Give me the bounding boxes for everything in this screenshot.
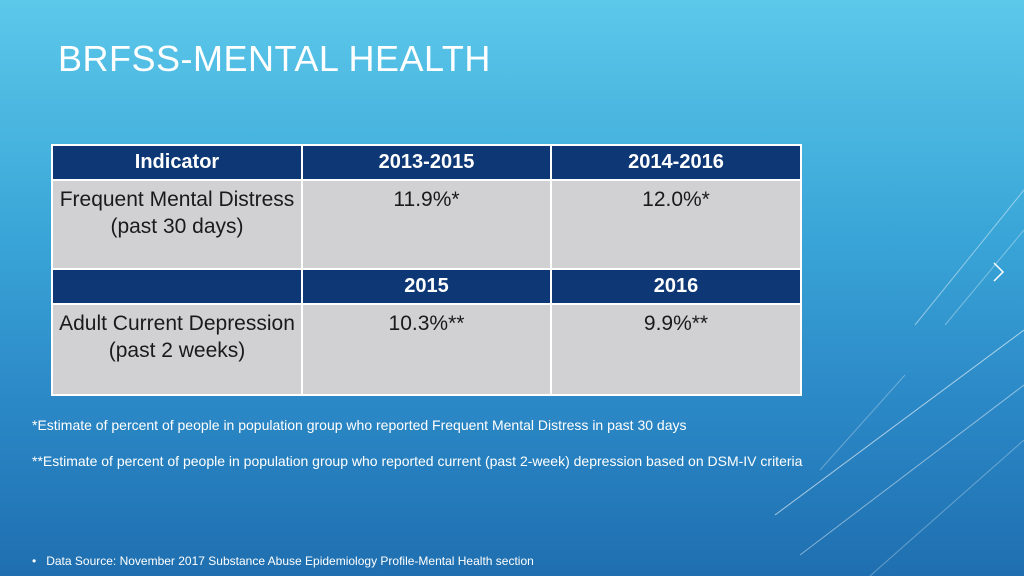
header-period-2: 2014-2016 (550, 144, 802, 181)
table-row: Adult Current Depression (past 2 weeks) … (51, 303, 802, 396)
indicator-cell: Adult Current Depression (past 2 weeks) (51, 303, 303, 396)
value-cell: 9.9%** (550, 303, 802, 396)
value-cell: 12.0%* (550, 179, 802, 270)
footnote-1: *Estimate of percent of people in popula… (32, 417, 687, 433)
header-year-2: 2016 (550, 268, 802, 305)
table-header-row: 2015 2016 (51, 268, 802, 305)
indicator-cell: Frequent Mental Distress (past 30 days) (51, 179, 303, 270)
header-period-1: 2013-2015 (301, 144, 552, 181)
header-indicator: Indicator (51, 144, 303, 181)
footnote-2: **Estimate of percent of people in popul… (32, 453, 803, 469)
chevron-right-icon[interactable] (993, 262, 1005, 282)
header-year-1: 2015 (301, 268, 552, 305)
table-row: Frequent Mental Distress (past 30 days) … (51, 179, 802, 270)
data-source-text: Data Source: November 2017 Substance Abu… (46, 554, 534, 568)
bullet-icon: • (32, 554, 37, 568)
slide-title: BRFSS-MENTAL HEALTH (58, 38, 491, 79)
data-table: Indicator 2013-2015 2014-2016 Frequent M… (51, 144, 802, 396)
value-cell: 11.9%* (301, 179, 552, 270)
value-cell: 10.3%** (301, 303, 552, 396)
table-header-row: Indicator 2013-2015 2014-2016 (51, 144, 802, 181)
data-source: • Data Source: November 2017 Substance Ab… (32, 554, 534, 568)
header-empty (51, 268, 303, 305)
